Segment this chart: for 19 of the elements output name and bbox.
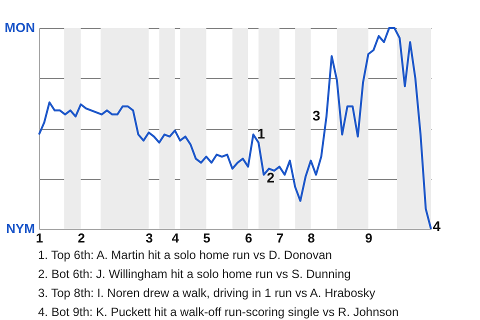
x-tick-label: 2 xyxy=(78,230,85,246)
annotation: 1 xyxy=(257,126,266,142)
text: 4. Bot 9th: K. Puckett hit a walk-off run-scoring single vs R. Johnson xyxy=(38,304,399,320)
text: NYM xyxy=(6,221,35,236)
x-tick-label: 3 xyxy=(146,230,153,246)
text: 1. Top 6th: A. Martin hit a solo home run vs D. Donovan xyxy=(38,247,333,264)
x-tick-label: 6 xyxy=(244,230,252,246)
text: 4 xyxy=(432,218,441,234)
x-tick-label: 8 xyxy=(308,230,315,246)
annotation: 2 xyxy=(266,170,275,186)
x-tick-label: 1 xyxy=(36,230,44,246)
x-tick-label: 5 xyxy=(203,230,210,246)
x-tick-label: 4 xyxy=(172,230,180,246)
x-tick-label: 9 xyxy=(365,230,372,246)
text: 3. Top 8th: I. Noren drew a walk, driving in 1 run vs A. Hrabosky xyxy=(38,285,376,302)
x-tick-label: 7 xyxy=(276,230,284,246)
annotation: 3 xyxy=(312,107,320,124)
text: 2. Bot 6th: J. Willingham hit a solo home run vs S. Dunning xyxy=(38,266,352,283)
text: MON xyxy=(4,20,35,35)
